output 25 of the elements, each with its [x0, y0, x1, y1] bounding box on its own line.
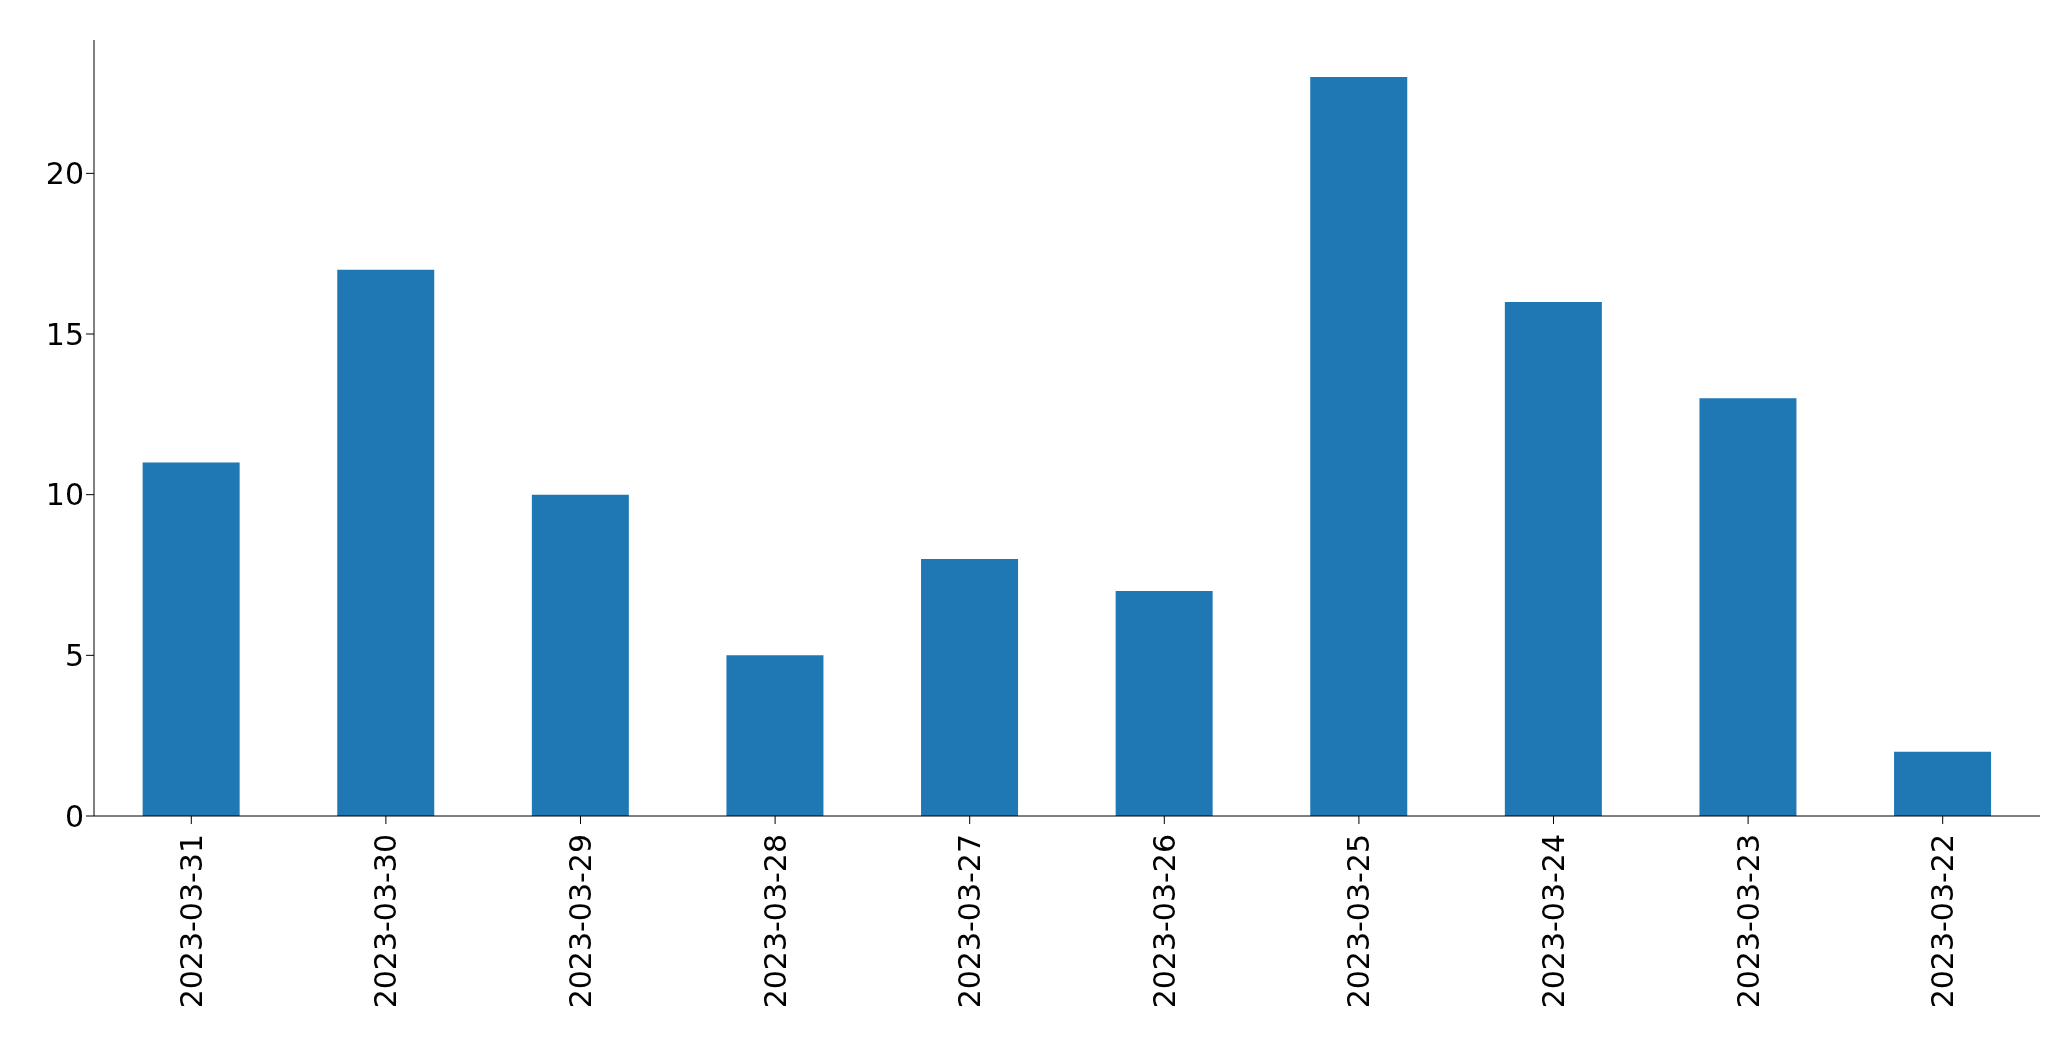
y-tick-label: 10	[45, 477, 84, 513]
bar	[142, 462, 240, 816]
y-tick-label: 15	[45, 316, 84, 352]
x-tick-label: 2023-03-29	[563, 834, 598, 1009]
bar	[337, 269, 435, 816]
bar	[921, 558, 1019, 816]
bar	[726, 655, 824, 816]
bar	[1504, 301, 1602, 816]
bar	[1699, 398, 1797, 816]
bar	[1894, 751, 1992, 816]
bar	[1310, 76, 1408, 816]
x-tick-label: 2023-03-22	[1925, 834, 1961, 1009]
bar	[1115, 591, 1213, 816]
x-tick-label: 2023-03-25	[1341, 834, 1377, 1009]
x-tick-label: 2023-03-30	[368, 834, 404, 1009]
x-tick-label: 2023-03-23	[1730, 834, 1766, 1009]
y-tick-label: 5	[64, 637, 84, 673]
x-tick-label: 2023-03-24	[1536, 834, 1571, 1009]
y-tick-label: 0	[64, 798, 84, 834]
y-tick-label: 20	[45, 156, 84, 191]
x-tick-label: 2023-03-31	[173, 834, 209, 1009]
x-tick-label: 2023-03-28	[757, 834, 793, 1009]
x-tick-label: 2023-03-26	[1146, 834, 1182, 1009]
bar	[531, 494, 629, 816]
x-tick-label: 2023-03-27	[952, 834, 988, 1009]
